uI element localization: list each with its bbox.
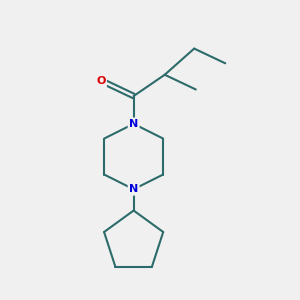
Text: N: N xyxy=(129,184,138,194)
Text: N: N xyxy=(129,119,138,129)
Text: O: O xyxy=(96,76,106,86)
